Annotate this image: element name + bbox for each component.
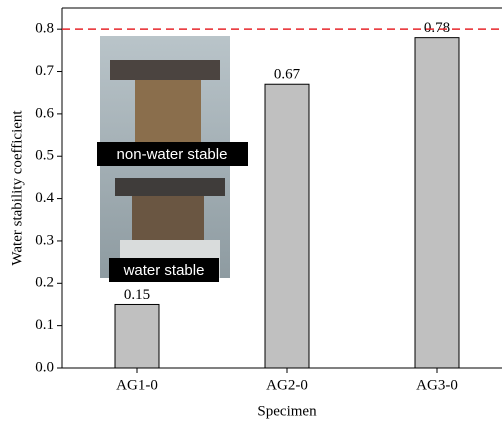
y-tick-label: 0.0 [35, 359, 54, 375]
page: {"chart_data": {"type": "bar", "x_label"… [0, 0, 503, 428]
bar [265, 84, 309, 368]
y-tick-label: 0.8 [35, 21, 54, 37]
x-tick-label: AG3-0 [416, 377, 458, 393]
photo-specimen [135, 80, 201, 150]
y-axis-label: Water stability coefficient [9, 110, 25, 266]
value-label: 0.15 [124, 287, 150, 303]
bar [115, 304, 159, 368]
bar [415, 38, 459, 368]
value-label: 0.67 [274, 67, 301, 83]
inset-label: water stable [123, 262, 205, 279]
x-tick-label: AG1-0 [116, 377, 158, 393]
chart: non-water stable water stable Water stab… [0, 0, 503, 428]
y-tick-label: 0.6 [35, 105, 54, 121]
y-tick-label: 0.7 [35, 63, 54, 79]
y-tick-label: 0.4 [35, 190, 54, 206]
y-tick-label: 0.3 [35, 232, 54, 248]
y-tick-label: 0.5 [35, 148, 54, 164]
x-axis-label: Specimen [257, 403, 317, 419]
value-label: 0.78 [424, 20, 450, 36]
inset-label: non-water stable [117, 146, 228, 163]
x-tick-label: AG2-0 [266, 377, 308, 393]
inset-photo: non-water stable water stable [97, 36, 248, 282]
y-tick-label: 0.1 [35, 317, 54, 333]
y-tick-label: 0.2 [35, 275, 54, 291]
photo-plate [110, 60, 220, 80]
photo-plate [115, 178, 225, 196]
